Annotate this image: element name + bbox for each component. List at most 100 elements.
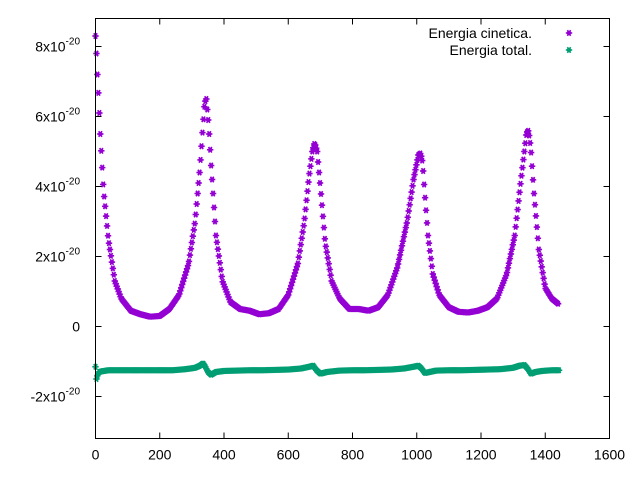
data-point [211, 217, 220, 226]
data-point [104, 232, 113, 240]
legend-label: Energia total. [450, 42, 533, 58]
data-point [512, 214, 521, 222]
data-point [511, 223, 520, 231]
data-point [190, 220, 199, 228]
data-point [106, 252, 115, 260]
data-point [422, 206, 431, 214]
data-point [197, 142, 206, 150]
data-point [108, 264, 117, 272]
y-tick-label: 6x10-20 [35, 107, 80, 125]
data-point [427, 262, 436, 270]
y-axis: -2x10-20 0 2x10-20 4x10-20 6x10-20 8x10-20 [31, 37, 610, 405]
data-point [534, 245, 543, 254]
data-point [107, 258, 116, 266]
data-point [307, 155, 316, 163]
data-point [528, 162, 537, 170]
data-point [515, 188, 524, 196]
data-point [211, 231, 220, 240]
data-point [403, 213, 412, 221]
data-point [185, 251, 194, 259]
data-point [305, 169, 314, 178]
data-point [294, 253, 303, 261]
data-point [317, 190, 326, 198]
legend: Energia cinetica.Energia total. [428, 25, 574, 58]
data-point [198, 129, 207, 137]
data-point [295, 247, 304, 255]
data-point [194, 179, 203, 187]
data-point [196, 156, 205, 164]
data-point [101, 202, 110, 210]
data-point [322, 248, 331, 256]
data-point [407, 188, 416, 196]
x-tick-label: 1600 [594, 447, 625, 463]
y-tick-label: 8x10-20 [35, 37, 80, 55]
data-point [513, 205, 522, 214]
data-point [424, 239, 433, 247]
data-point [208, 175, 217, 184]
legend-marker [564, 29, 574, 37]
data-point [213, 245, 222, 253]
data-point [533, 234, 542, 242]
x-tick-label: 1000 [401, 447, 432, 463]
data-point [207, 161, 216, 170]
data-point [186, 245, 195, 253]
x-tick-label: 600 [277, 447, 301, 463]
data-point [303, 187, 312, 195]
data-point [216, 266, 225, 274]
y-tick-label: 0 [72, 319, 80, 335]
data-point [217, 272, 226, 281]
data-point [97, 147, 106, 155]
data-point [408, 182, 417, 190]
data-point [96, 130, 105, 138]
data-point [517, 172, 526, 180]
x-tick-label: 0 [92, 447, 100, 463]
y-tick-label: -2x10-20 [31, 387, 81, 405]
data-point [420, 180, 429, 189]
data-point [316, 179, 325, 187]
data-point [212, 238, 221, 246]
data-point [191, 210, 200, 219]
data-point [423, 219, 432, 227]
y-tick-label: 4x10-20 [35, 177, 80, 195]
data-point [318, 212, 327, 220]
series-layer [91, 32, 564, 383]
data-point [536, 257, 545, 265]
data-point [320, 235, 329, 243]
data-point [300, 214, 309, 223]
x-axis: 0 200 400 600 800 1000 1200 1400 1600 [92, 18, 625, 463]
data-point [404, 207, 413, 215]
data-point [538, 269, 547, 277]
x-tick-label: 1400 [530, 447, 561, 463]
data-point [215, 259, 224, 267]
data-point [527, 148, 536, 157]
data-point [514, 197, 523, 205]
data-point [187, 238, 196, 247]
data-point [520, 147, 529, 156]
data-point [297, 234, 306, 242]
data-point [314, 158, 323, 166]
x-tick-label: 800 [341, 447, 365, 463]
data-point [315, 168, 324, 177]
data-point [296, 241, 305, 249]
data-point [405, 201, 414, 209]
data-point [205, 130, 214, 138]
data-point [319, 223, 328, 232]
data-point [317, 201, 326, 209]
data-point [210, 203, 219, 212]
legend-marker [564, 46, 574, 54]
data-point [302, 196, 311, 204]
data-point [539, 274, 548, 282]
data-point [321, 242, 330, 250]
data-point [532, 223, 541, 231]
data-point [94, 89, 103, 97]
data-point [299, 222, 308, 230]
data-point [526, 139, 535, 147]
data-point [195, 168, 204, 177]
data-point [529, 176, 538, 184]
x-tick-label: 200 [148, 447, 172, 463]
data-point [98, 164, 107, 172]
data-point [209, 189, 218, 198]
data-point [535, 251, 544, 259]
data-point [426, 255, 435, 263]
data-point [105, 245, 114, 254]
